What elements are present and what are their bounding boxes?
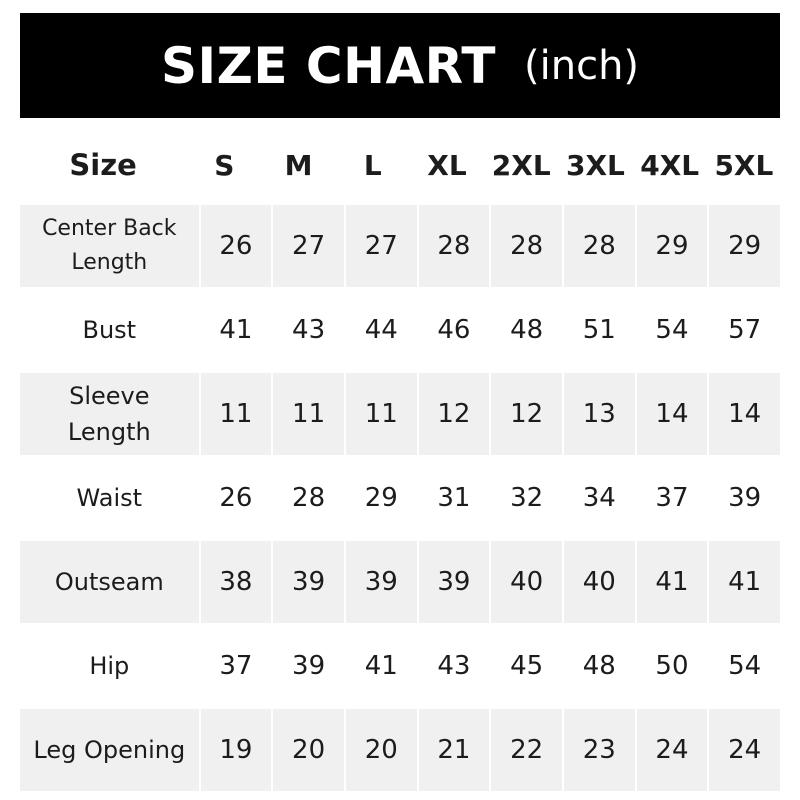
- measurement-value: 13: [563, 373, 635, 455]
- measurement-value: 28: [292, 483, 326, 513]
- measurement-value: 24: [636, 709, 708, 791]
- measurement-label: Hip: [89, 652, 130, 680]
- size-column-header: 4XL: [640, 148, 700, 182]
- measurement-value: 41: [364, 651, 398, 681]
- header-row: Size S M L XL 2XL 3XL 4XL 5XL: [20, 130, 780, 200]
- size-column-header: 5XL: [714, 148, 774, 182]
- table-row: Waist 26 28 29 31 32 34 37 39: [20, 457, 780, 539]
- table-row: Hip 37 39 41 43 45 48 50 54: [20, 625, 780, 707]
- size-header: Size: [69, 148, 137, 182]
- measurement-value: 37: [655, 483, 689, 513]
- measurement-label: Bust: [82, 316, 137, 344]
- title-banner: SIZE CHART (inch): [20, 13, 780, 118]
- measurement-value: 11: [273, 373, 344, 455]
- table-row: Outseam 38 39 39 39 40 40 41 41: [20, 541, 780, 623]
- measurement-value: 41: [709, 541, 780, 623]
- measurement-value: 39: [292, 651, 326, 681]
- measurement-label: Center Back Length: [20, 205, 199, 287]
- measurement-value: 23: [563, 709, 635, 791]
- measurement-value: 14: [636, 373, 708, 455]
- measurement-value: 48: [510, 315, 544, 345]
- size-column-header: M: [284, 148, 313, 182]
- measurement-value: 43: [292, 315, 326, 345]
- measurement-value: 14: [709, 373, 780, 455]
- measurement-value: 57: [728, 315, 762, 345]
- measurement-value: 29: [636, 205, 708, 287]
- measurement-label: Waist: [76, 484, 143, 512]
- measurement-value: 46: [437, 315, 471, 345]
- measurement-value: 27: [345, 205, 417, 287]
- measurement-value: 54: [728, 651, 762, 681]
- table-row: Sleeve Length 11 11 11 12 12 13 14 14: [20, 373, 780, 455]
- measurement-value: 28: [563, 205, 635, 287]
- measurement-value: 32: [510, 483, 544, 513]
- size-column-header: 3XL: [565, 148, 625, 182]
- measurement-value: 40: [491, 541, 562, 623]
- table-row: Leg Opening 19 20 20 21 22 23 24 24: [20, 709, 780, 791]
- measurement-label: Sleeve Length: [20, 373, 199, 455]
- measurement-value: 22: [491, 709, 562, 791]
- unit-label: (inch): [524, 42, 640, 89]
- measurement-value: 38: [200, 541, 272, 623]
- measurement-value: 26: [200, 205, 272, 287]
- table-row: Center Back Length 26 27 27 28 28 28 29 29: [20, 205, 780, 287]
- measurement-value: 50: [655, 651, 689, 681]
- measurement-value: 43: [437, 651, 471, 681]
- measurement-value: 44: [364, 315, 398, 345]
- measurement-value: 11: [345, 373, 417, 455]
- measurement-value: 28: [491, 205, 562, 287]
- measurement-value: 20: [345, 709, 417, 791]
- measurement-value: 12: [418, 373, 490, 455]
- measurement-value: 54: [655, 315, 689, 345]
- size-table: Size S M L XL 2XL 3XL 4XL 5XL Center Back Length 2…: [20, 130, 780, 793]
- measurement-value: 31: [437, 483, 471, 513]
- measurement-value: 28: [418, 205, 490, 287]
- measurement-value: 39: [273, 541, 344, 623]
- chart-title: SIZE CHART: [160, 36, 496, 95]
- measurement-label: Outseam: [20, 541, 199, 623]
- measurement-value: 37: [219, 651, 253, 681]
- measurement-value: 21: [418, 709, 490, 791]
- measurement-value: 20: [273, 709, 344, 791]
- measurement-value: 39: [728, 483, 762, 513]
- size-column-header: XL: [427, 148, 467, 182]
- measurement-value: 26: [219, 483, 253, 513]
- measurement-value: 39: [345, 541, 417, 623]
- measurement-value: 12: [491, 373, 562, 455]
- measurement-value: 45: [510, 651, 544, 681]
- measurement-value: 11: [200, 373, 272, 455]
- measurement-value: 39: [418, 541, 490, 623]
- measurement-value: 27: [273, 205, 344, 287]
- measurement-value: 41: [636, 541, 708, 623]
- size-column-header: L: [363, 148, 382, 182]
- size-column-header: S: [214, 148, 235, 182]
- measurement-value: 48: [582, 651, 616, 681]
- measurement-value: 29: [364, 483, 398, 513]
- table-row: Bust 41 43 44 46 48 51 54 57: [20, 289, 780, 371]
- measurement-value: 34: [582, 483, 616, 513]
- measurement-value: 41: [219, 315, 253, 345]
- size-column-header: 2XL: [491, 148, 551, 182]
- measurement-value: 19: [200, 709, 272, 791]
- measurement-value: 29: [709, 205, 780, 287]
- measurement-label: Leg Opening: [20, 709, 199, 791]
- measurement-value: 40: [563, 541, 635, 623]
- measurement-value: 51: [582, 315, 616, 345]
- measurement-value: 24: [709, 709, 780, 791]
